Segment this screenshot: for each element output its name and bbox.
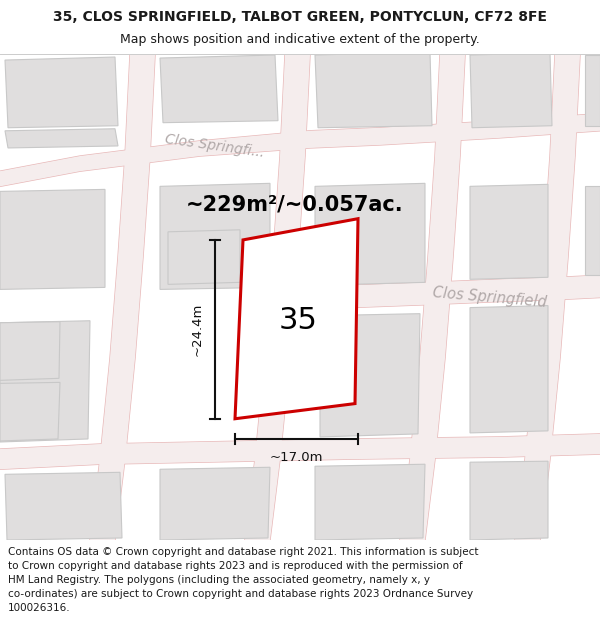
Text: co-ordinates) are subject to Crown copyright and database rights 2023 Ordnance S: co-ordinates) are subject to Crown copyr… <box>8 589 473 599</box>
Polygon shape <box>5 472 122 540</box>
Text: ~229m²/~0.057ac.: ~229m²/~0.057ac. <box>186 194 404 214</box>
Polygon shape <box>470 461 548 540</box>
Polygon shape <box>0 321 90 442</box>
Polygon shape <box>315 52 432 127</box>
Polygon shape <box>168 230 240 284</box>
Polygon shape <box>90 55 155 540</box>
Polygon shape <box>585 55 600 126</box>
Polygon shape <box>0 189 105 289</box>
Polygon shape <box>315 464 425 540</box>
Text: 35: 35 <box>278 306 317 335</box>
Text: 100026316.: 100026316. <box>8 603 71 613</box>
Polygon shape <box>515 55 580 540</box>
Text: HM Land Registry. The polygons (including the associated geometry, namely x, y: HM Land Registry. The polygons (includin… <box>8 575 430 585</box>
Text: to Crown copyright and database rights 2023 and is reproduced with the permissio: to Crown copyright and database rights 2… <box>8 561 463 571</box>
Polygon shape <box>245 55 310 540</box>
Polygon shape <box>235 219 358 419</box>
Text: 35, CLOS SPRINGFIELD, TALBOT GREEN, PONTYCLUN, CF72 8FE: 35, CLOS SPRINGFIELD, TALBOT GREEN, PONT… <box>53 10 547 24</box>
Polygon shape <box>5 129 118 148</box>
Text: Contains OS data © Crown copyright and database right 2021. This information is : Contains OS data © Crown copyright and d… <box>8 547 479 557</box>
Polygon shape <box>160 183 270 289</box>
Polygon shape <box>5 57 118 128</box>
Polygon shape <box>160 468 270 540</box>
Polygon shape <box>160 55 278 123</box>
Polygon shape <box>0 434 600 469</box>
Text: Map shows position and indicative extent of the property.: Map shows position and indicative extent… <box>120 32 480 46</box>
Text: Clos Springfield: Clos Springfield <box>433 285 548 310</box>
Polygon shape <box>470 53 552 128</box>
Text: ~24.4m: ~24.4m <box>191 302 203 356</box>
Text: Clos Springfi...: Clos Springfi... <box>164 132 266 160</box>
Polygon shape <box>470 306 548 433</box>
Polygon shape <box>0 114 600 186</box>
Text: ~17.0m: ~17.0m <box>270 451 323 464</box>
Polygon shape <box>0 322 60 381</box>
Polygon shape <box>315 183 425 286</box>
Polygon shape <box>585 186 600 275</box>
Polygon shape <box>400 55 465 540</box>
Polygon shape <box>470 184 548 279</box>
Polygon shape <box>0 382 60 441</box>
Polygon shape <box>270 275 600 316</box>
Polygon shape <box>320 314 420 437</box>
